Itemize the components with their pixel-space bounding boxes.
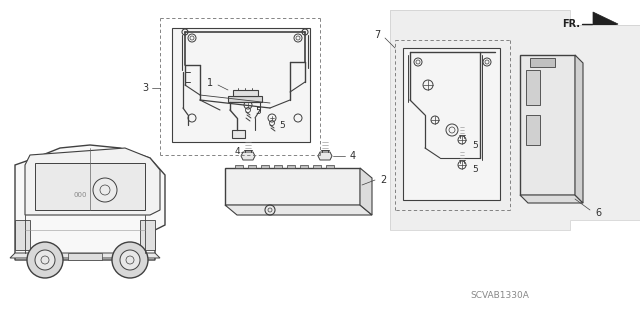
Polygon shape [35,163,145,210]
Polygon shape [530,58,555,67]
Polygon shape [225,168,360,205]
Text: 1: 1 [207,78,213,88]
Polygon shape [360,168,372,215]
Polygon shape [526,115,540,145]
Text: SCVAB1330A: SCVAB1330A [470,291,529,300]
Text: 5: 5 [472,166,477,174]
Polygon shape [225,205,372,215]
Polygon shape [403,48,500,200]
Text: 3: 3 [142,83,148,93]
Text: 4: 4 [234,147,240,157]
Circle shape [120,250,140,270]
Text: 6: 6 [595,208,601,218]
Polygon shape [15,145,165,260]
Text: 2: 2 [380,175,387,185]
Polygon shape [140,220,155,250]
Polygon shape [274,165,282,168]
Polygon shape [233,90,258,96]
Polygon shape [68,253,102,260]
Polygon shape [520,195,583,203]
Circle shape [93,178,117,202]
Polygon shape [520,55,575,195]
Text: 5: 5 [279,121,285,130]
Polygon shape [326,165,334,168]
Circle shape [27,242,63,278]
Polygon shape [15,220,30,250]
Polygon shape [313,165,321,168]
Text: 4: 4 [350,151,356,161]
Polygon shape [390,10,640,230]
Polygon shape [526,70,540,105]
Polygon shape [172,28,310,142]
Polygon shape [10,253,160,258]
Polygon shape [300,165,308,168]
Polygon shape [228,96,262,102]
Polygon shape [593,12,618,36]
Polygon shape [287,165,295,168]
Text: FR.: FR. [562,19,580,29]
Text: 7: 7 [374,30,380,40]
Polygon shape [261,165,269,168]
Polygon shape [248,165,256,168]
Polygon shape [25,148,160,215]
Circle shape [112,242,148,278]
Polygon shape [318,152,332,160]
Circle shape [35,250,55,270]
Text: 000: 000 [73,192,87,198]
Polygon shape [575,55,583,203]
Polygon shape [232,130,245,138]
Text: 5: 5 [255,108,261,116]
Polygon shape [235,165,243,168]
Text: 5: 5 [472,140,477,150]
Polygon shape [241,152,255,160]
